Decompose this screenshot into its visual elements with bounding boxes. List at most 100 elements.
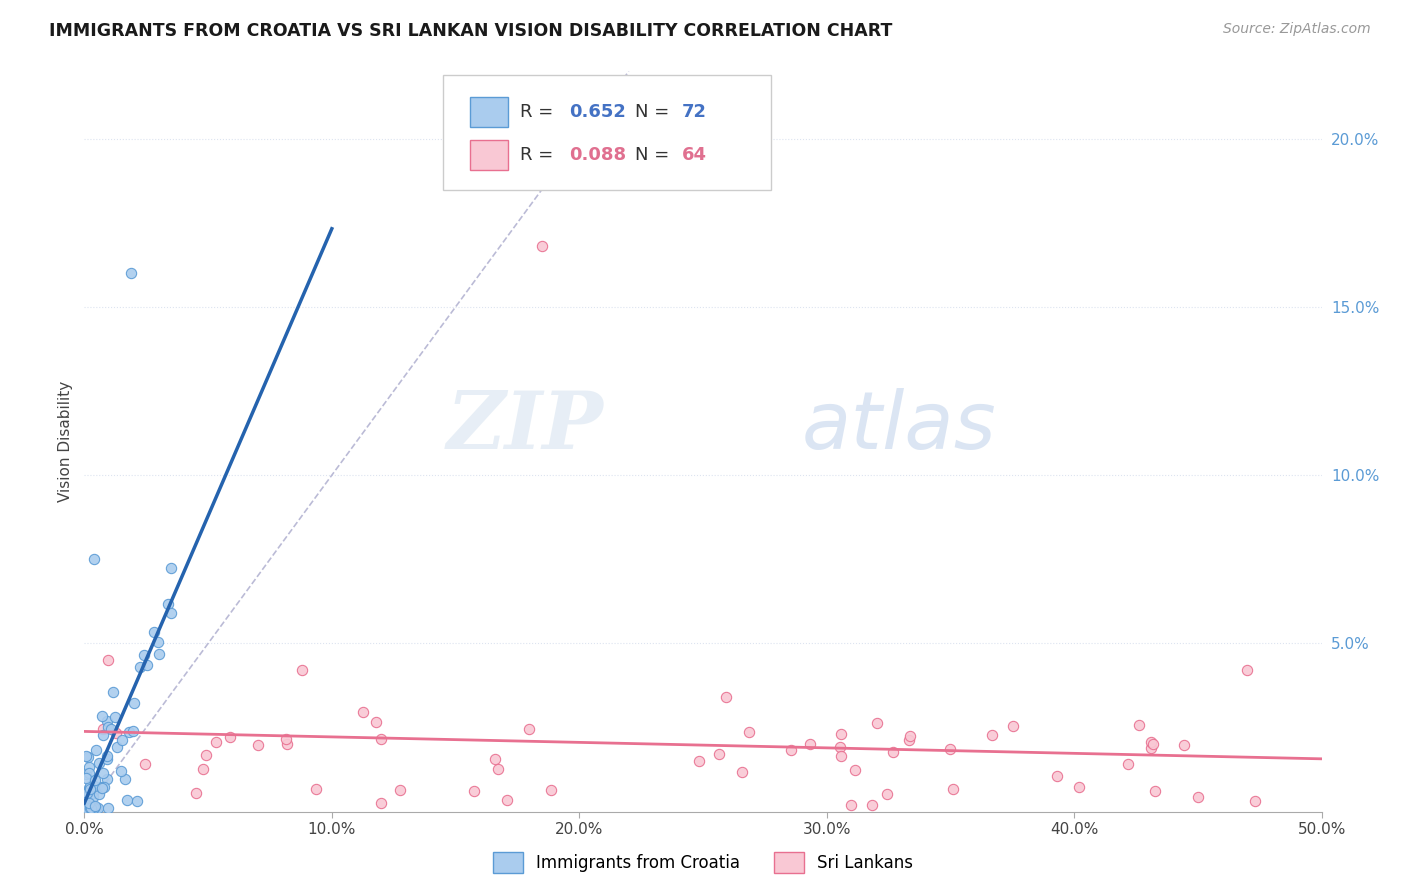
Point [115, 793, 138, 807]
Point [939, 742, 962, 756]
Point [844, 763, 866, 777]
Point [1236, 664, 1258, 678]
Point [205, 735, 228, 749]
Point [1173, 739, 1195, 753]
Point [84, 773, 107, 788]
Point [82, 786, 104, 800]
Point [352, 706, 374, 720]
Text: 0.652: 0.652 [569, 103, 626, 121]
Point [77, 796, 100, 810]
Point [291, 663, 314, 677]
Point [160, 561, 183, 575]
FancyBboxPatch shape [443, 75, 770, 190]
Point [709, 747, 731, 761]
Point [96, 772, 118, 786]
Point [897, 733, 920, 747]
Point [1002, 719, 1025, 733]
Point [841, 797, 863, 812]
Point [96, 801, 118, 815]
Point [1144, 784, 1167, 798]
Point [110, 764, 132, 778]
Point [79, 779, 101, 793]
Point [83, 801, 105, 815]
Point [79, 801, 101, 815]
Point [84, 801, 107, 815]
Point [716, 690, 738, 705]
Point [77, 783, 100, 797]
Point [830, 749, 852, 764]
Point [1067, 780, 1090, 794]
Point [370, 796, 392, 810]
Point [799, 737, 821, 751]
Text: IMMIGRANTS FROM CROATIA VS SRI LANKAN VISION DISABILITY CORRELATION CHART: IMMIGRANTS FROM CROATIA VS SRI LANKAN VI… [49, 22, 893, 40]
Point [79, 781, 101, 796]
Point [87, 787, 110, 801]
Point [105, 726, 128, 740]
Point [76, 801, 98, 815]
Point [75, 797, 97, 812]
Point [90, 780, 112, 795]
Point [247, 738, 270, 752]
Point [148, 647, 170, 661]
Point [76, 801, 98, 815]
Point [159, 607, 181, 621]
Point [486, 762, 509, 776]
Point [87, 801, 110, 815]
Point [1244, 794, 1267, 808]
Point [89, 756, 111, 770]
Point [830, 726, 852, 740]
Point [91, 728, 114, 742]
Point [96, 749, 118, 764]
Point [738, 725, 761, 739]
Text: Source: ZipAtlas.com: Source: ZipAtlas.com [1223, 22, 1371, 37]
Point [75, 790, 97, 805]
Point [105, 740, 128, 755]
Point [1046, 769, 1069, 783]
Point [77, 765, 100, 780]
Point [688, 754, 710, 768]
Point [91, 765, 114, 780]
Point [882, 745, 904, 759]
Point [370, 732, 392, 747]
Point [84, 743, 107, 757]
Point [981, 728, 1004, 742]
Point [305, 781, 328, 796]
Point [82, 801, 104, 815]
Point [122, 696, 145, 710]
Point [83, 779, 105, 793]
Point [364, 715, 387, 730]
Point [540, 783, 562, 797]
Point [75, 749, 97, 764]
Point [276, 737, 298, 751]
Point [79, 800, 101, 814]
Point [97, 720, 120, 734]
FancyBboxPatch shape [471, 97, 508, 127]
Point [101, 685, 124, 699]
Point [942, 781, 965, 796]
Point [898, 729, 921, 743]
Point [142, 624, 165, 639]
Point [1140, 741, 1163, 756]
Point [79, 801, 101, 815]
Point [388, 782, 411, 797]
Point [96, 714, 118, 728]
Point [1116, 756, 1139, 771]
Point [122, 724, 145, 739]
Point [219, 730, 242, 744]
Point [517, 722, 540, 736]
Point [93, 780, 115, 795]
Text: N =: N = [636, 103, 675, 121]
Point [146, 634, 169, 648]
Point [96, 653, 118, 667]
Point [129, 659, 152, 673]
Point [120, 266, 142, 280]
Point [75, 771, 97, 785]
Text: R =: R = [520, 103, 558, 121]
Point [731, 764, 754, 779]
Legend: Immigrants from Croatia, Sri Lankans: Immigrants from Croatia, Sri Lankans [486, 846, 920, 880]
Point [1128, 718, 1150, 732]
Point [1142, 737, 1164, 751]
Point [79, 782, 101, 797]
Point [91, 709, 114, 723]
Point [80, 801, 103, 815]
